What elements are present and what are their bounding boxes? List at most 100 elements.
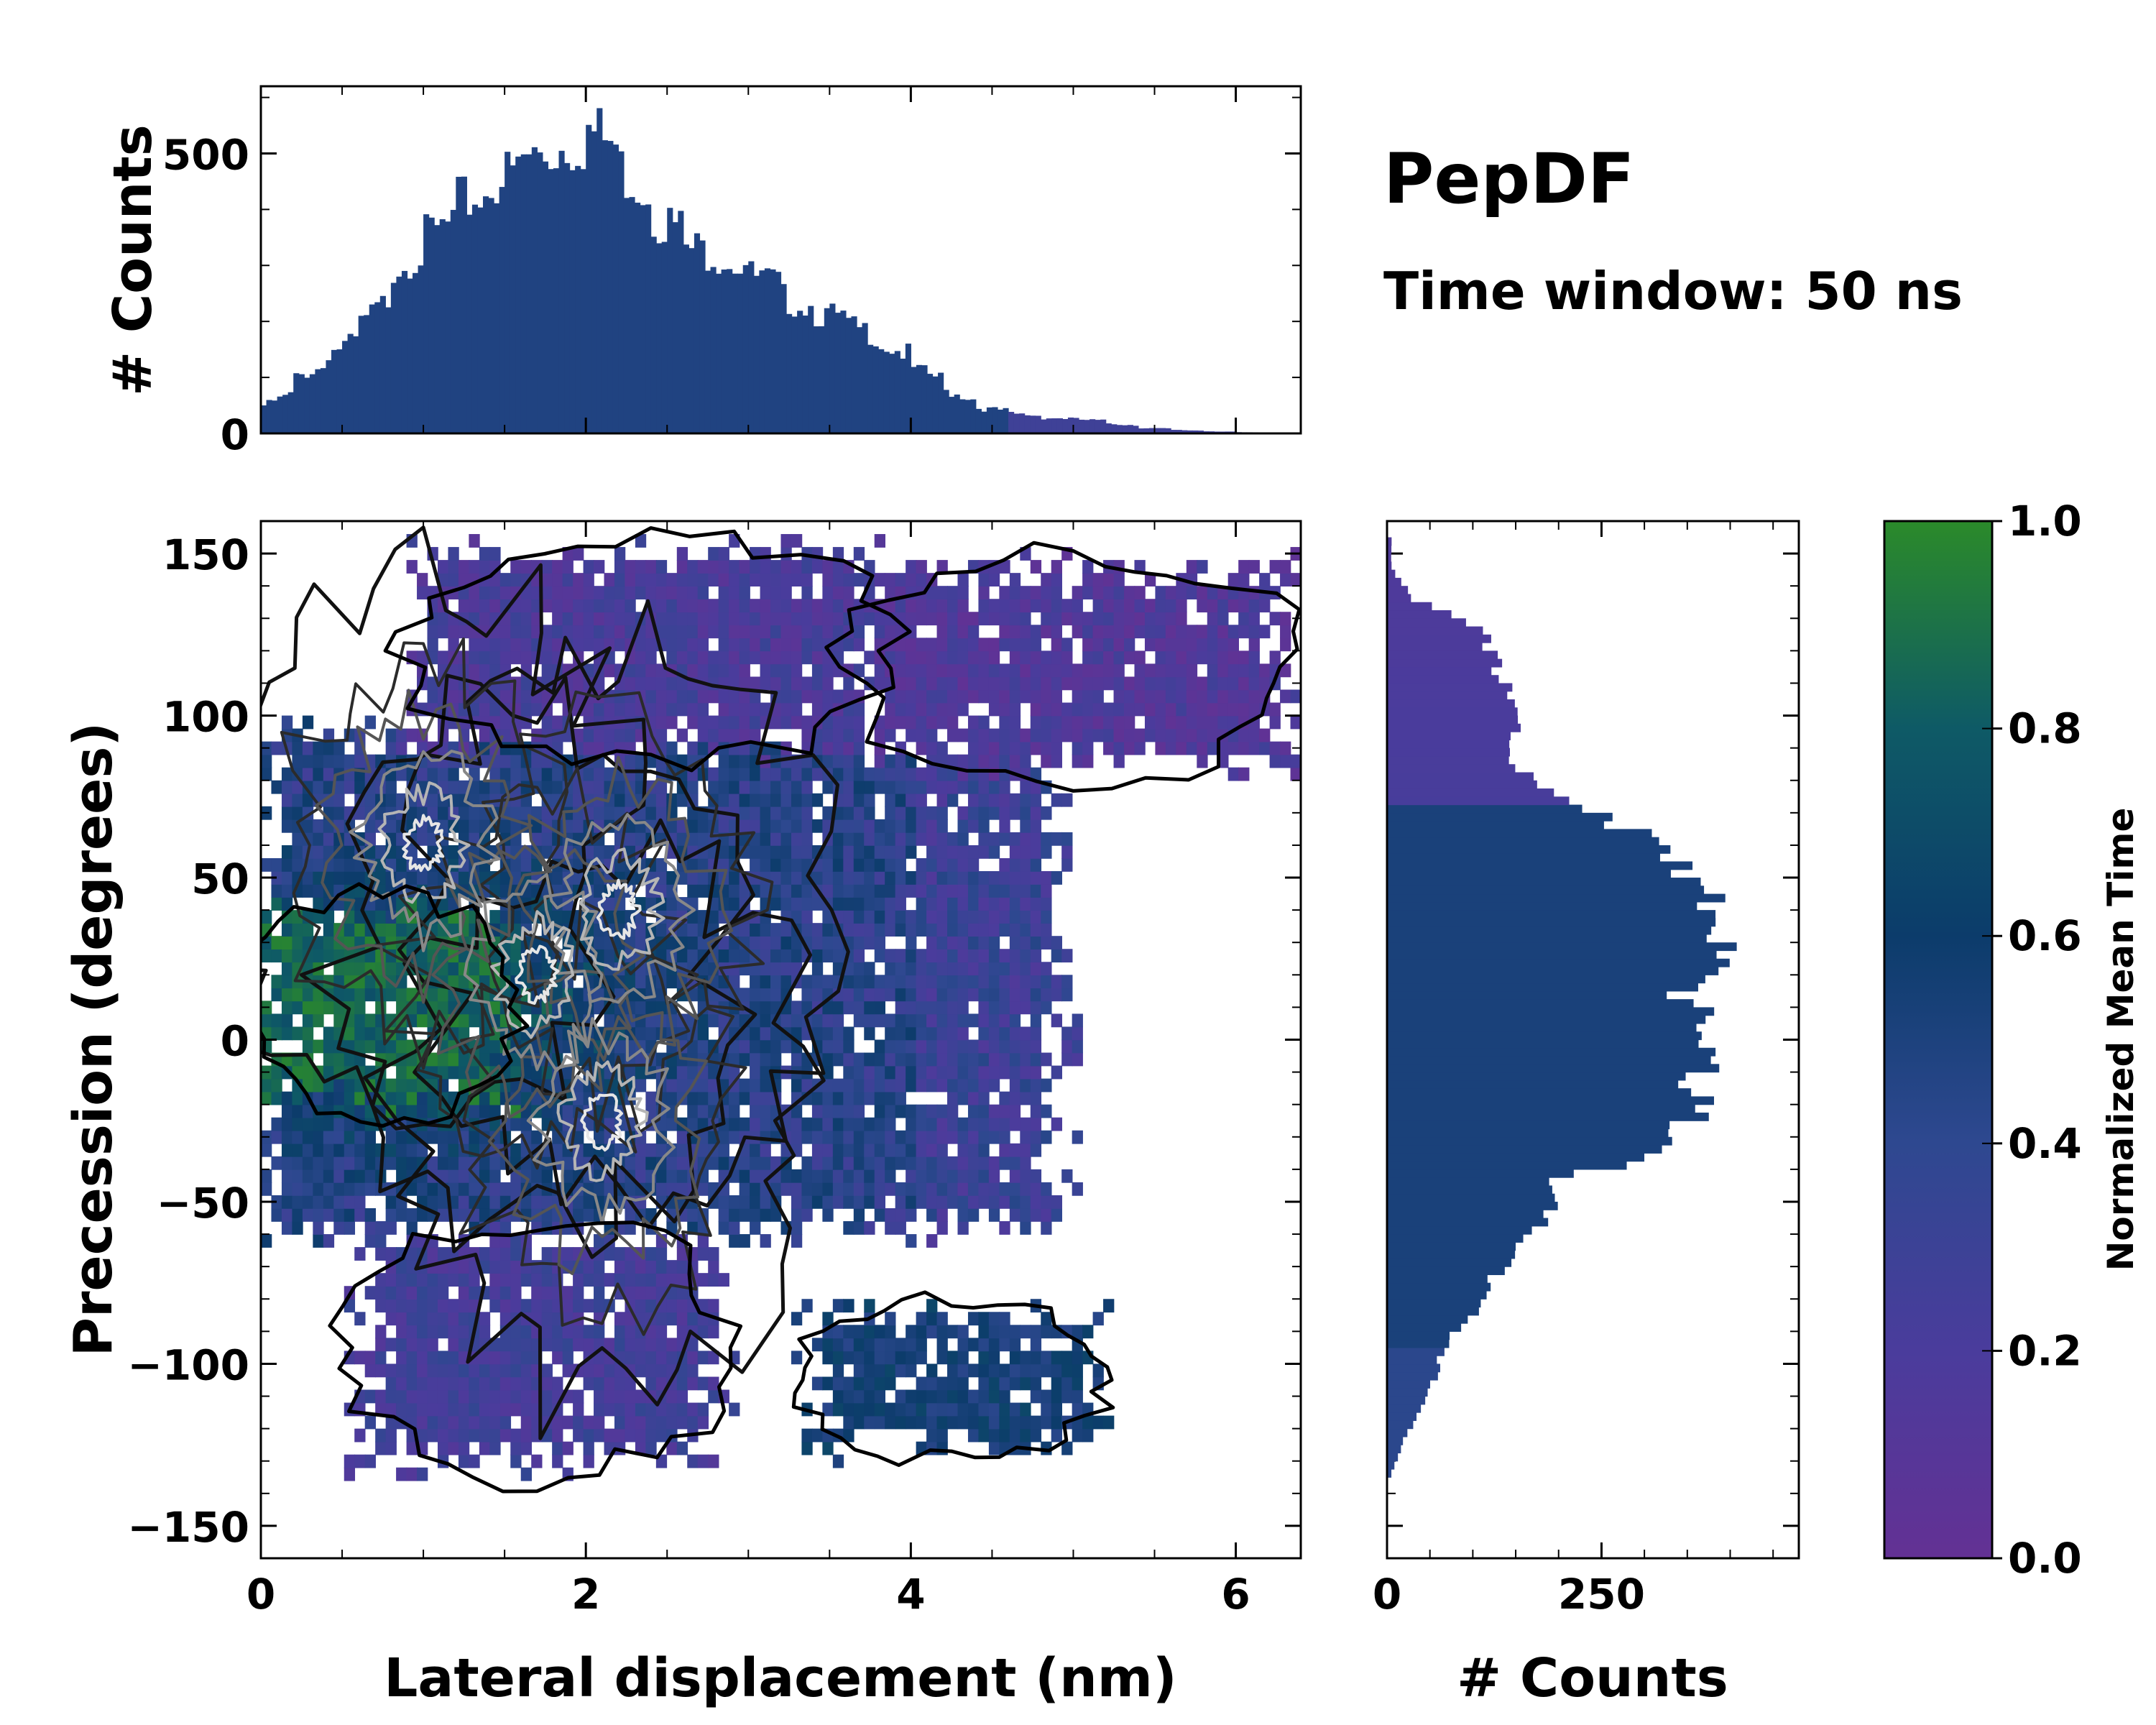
- heatmap-cell: [666, 612, 678, 626]
- heatmap-cell: [967, 897, 980, 911]
- heatmap-cell: [832, 612, 844, 626]
- heatmap-cell: [614, 560, 626, 574]
- heatmap-cell: [1051, 1195, 1062, 1209]
- heatmap-cell: [853, 819, 865, 833]
- heatmap-cell: [1009, 884, 1021, 898]
- heatmap-cell: [292, 1143, 303, 1157]
- heatmap-cell: [895, 1130, 906, 1144]
- heatmap-cell: [822, 599, 834, 613]
- heatmap-cell: [853, 780, 865, 794]
- top-histogram-bar: [304, 377, 310, 433]
- heatmap-cell: [760, 1052, 771, 1067]
- heatmap-cell: [406, 1312, 418, 1326]
- heatmap-cell: [895, 988, 906, 1002]
- heatmap-cell: [676, 689, 688, 704]
- heatmap-cell: [499, 1299, 512, 1313]
- heatmap-cell: [999, 612, 1010, 626]
- heatmap-cell: [906, 1195, 917, 1209]
- heatmap-cell: [573, 638, 584, 652]
- heatmap-cell: [406, 1182, 418, 1196]
- heatmap-cell: [396, 1376, 407, 1391]
- heatmap-cell: [895, 573, 906, 586]
- density-contour: [487, 969, 709, 1276]
- heatmap-cell: [1248, 741, 1260, 755]
- heatmap-cell: [760, 1117, 771, 1131]
- heatmap-cell: [936, 949, 948, 963]
- heatmap-cell: [583, 1454, 594, 1468]
- heatmap-cell: [832, 1000, 844, 1015]
- heatmap-cell: [448, 1376, 459, 1391]
- heatmap-cell: [864, 1299, 875, 1313]
- heatmap-cell: [573, 1273, 584, 1287]
- heatmap-cell: [437, 1052, 449, 1067]
- heatmap-cell: [510, 767, 522, 781]
- heatmap-cell: [354, 1195, 366, 1209]
- heatmap-cell: [1041, 676, 1052, 691]
- heatmap-cell: [1144, 612, 1156, 626]
- heatmap-cell: [499, 1415, 512, 1430]
- main-xlabel: Lateral displacement (nm): [384, 1647, 1176, 1709]
- heatmap-cell: [417, 1299, 428, 1313]
- heatmap-cell: [885, 1325, 896, 1339]
- heatmap-cell: [770, 857, 782, 872]
- heatmap-cell: [947, 962, 959, 976]
- heatmap-cell: [406, 1441, 418, 1455]
- heatmap-cell: [448, 663, 459, 678]
- heatmap-cell: [1124, 586, 1135, 600]
- heatmap-cell: [1113, 586, 1125, 600]
- heatmap-cell: [541, 962, 553, 976]
- heatmap-cell: [655, 1312, 668, 1326]
- heatmap-cell: [583, 1325, 594, 1339]
- heatmap-cell: [978, 1026, 990, 1041]
- heatmap-cell: [354, 923, 366, 937]
- heatmap-cell: [625, 586, 636, 600]
- heatmap-cell: [448, 780, 459, 794]
- heatmap-cell: [967, 962, 980, 976]
- heatmap-cell: [448, 1169, 459, 1183]
- heatmap-cell: [739, 1182, 750, 1196]
- heatmap-cell: [1197, 689, 1208, 704]
- heatmap-cell: [437, 1143, 449, 1157]
- heatmap-cell: [313, 1143, 324, 1157]
- top-histogram-bar: [1008, 412, 1015, 433]
- heatmap-cell: [729, 1091, 740, 1105]
- heatmap-cell: [999, 663, 1010, 678]
- heatmap-cell: [635, 1000, 647, 1015]
- heatmap-cell: [936, 1428, 948, 1443]
- heatmap-cell: [770, 806, 782, 820]
- heatmap-cell: [396, 1351, 407, 1365]
- heatmap-cell: [999, 741, 1010, 755]
- heatmap-cell: [967, 1428, 980, 1443]
- heatmap-cell: [281, 1091, 293, 1105]
- heatmap-cell: [687, 1208, 699, 1222]
- heatmap-cell: [313, 1156, 324, 1170]
- heatmap-cell: [1197, 715, 1208, 730]
- heatmap-cell: [853, 806, 865, 820]
- heatmap-cell: [906, 573, 917, 586]
- right-histogram-bar: [1387, 1104, 1695, 1113]
- heatmap-cell: [750, 676, 761, 691]
- heatmap-cell: [313, 1000, 324, 1015]
- heatmap-cell: [573, 1299, 584, 1313]
- heatmap-cell: [562, 1156, 573, 1170]
- heatmap-cell: [967, 1039, 980, 1054]
- right-histogram-bar: [1387, 1331, 1450, 1340]
- heatmap-cell: [1009, 1182, 1021, 1196]
- heatmap-cell: [822, 780, 834, 794]
- heatmap-cell: [458, 1026, 470, 1041]
- heatmap-cell: [999, 586, 1010, 600]
- heatmap-cell: [780, 599, 792, 613]
- heatmap-cell: [895, 1351, 906, 1365]
- heatmap-cell: [864, 1130, 875, 1144]
- heatmap-cell: [499, 1273, 512, 1287]
- top-histogram-bar: [857, 327, 863, 433]
- heatmap-cell: [739, 1169, 750, 1183]
- main-ytick-label: −50: [157, 1179, 249, 1228]
- heatmap-cell: [313, 780, 324, 794]
- heatmap-cell: [791, 599, 803, 613]
- heatmap-cell: [520, 1338, 533, 1352]
- heatmap-cell: [594, 1376, 605, 1391]
- top-histogram-bar: [336, 349, 343, 433]
- heatmap-cell: [947, 728, 959, 742]
- heatmap-cell: [1009, 897, 1021, 911]
